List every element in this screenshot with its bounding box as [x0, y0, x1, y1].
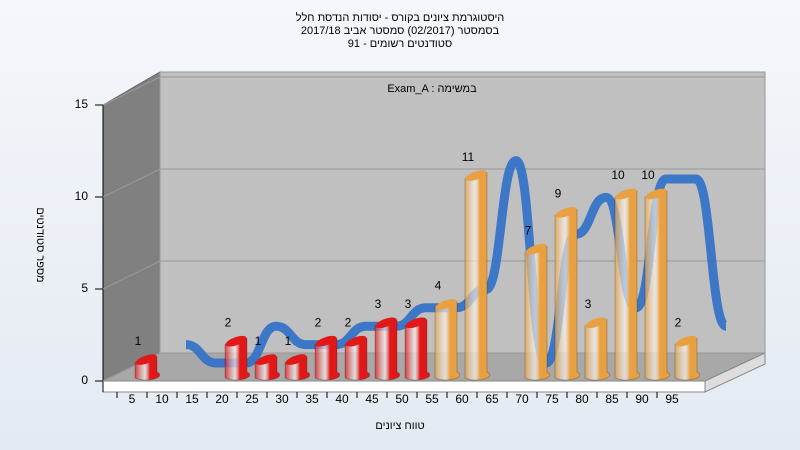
bar-top	[285, 354, 307, 365]
bar-top	[345, 335, 367, 347]
bar-top	[315, 335, 337, 347]
value-label: 3	[405, 297, 412, 311]
value-label: 10	[611, 168, 625, 182]
bar-top	[555, 207, 577, 218]
x-tick-label: 55	[425, 392, 439, 406]
floor-side	[704, 352, 766, 393]
bar-top	[225, 335, 247, 347]
bar	[314, 337, 341, 381]
x-tick-label: 15	[185, 392, 199, 406]
left-wall	[102, 71, 161, 382]
value-label: 11	[462, 150, 475, 164]
y-tick-label: 5	[81, 281, 88, 295]
bar	[374, 319, 401, 381]
x-axis-label: טווח ציונים	[375, 420, 424, 432]
bar	[644, 190, 671, 381]
bar-top	[135, 354, 157, 365]
floor-edge	[102, 380, 706, 393]
value-label: 3	[375, 297, 382, 311]
x-tick-label: 30	[275, 392, 289, 406]
legend-text: Exam_A : במשימה	[387, 83, 477, 95]
value-label: 7	[525, 223, 532, 237]
x-tick-label: 60	[455, 392, 469, 406]
x-tick-label: 5	[129, 392, 136, 406]
bar	[584, 319, 611, 381]
grid-line	[102, 76, 765, 106]
bar-top	[375, 317, 397, 329]
bar-top	[405, 317, 427, 329]
value-label: 4	[435, 279, 442, 293]
bar-top	[465, 170, 487, 181]
value-label: 2	[345, 315, 352, 329]
value-label: 3	[585, 297, 592, 311]
bar	[524, 245, 551, 381]
bar	[674, 337, 701, 381]
x-tick-label: 35	[305, 392, 319, 406]
x-tick-label: 20	[215, 392, 229, 406]
bar	[224, 337, 251, 381]
value-label: 1	[135, 334, 142, 348]
title-line: בסמסטר (02/2017) סמסטר אביב 2017/18	[301, 25, 500, 37]
title-line: היסטוגרמת ציונים בקורס - יסודות הנדסת חל…	[296, 11, 505, 24]
bar-top	[525, 243, 547, 255]
y-axis-label: מספר סטודנטים	[34, 207, 46, 282]
value-label: 1	[285, 334, 292, 348]
bar-top	[645, 188, 667, 200]
grid-line	[102, 168, 765, 198]
x-tick-label: 90	[635, 392, 649, 406]
y-tick-label: 15	[75, 97, 89, 111]
bar-top	[585, 317, 607, 329]
bar-top	[615, 188, 637, 200]
bar-top	[675, 335, 697, 347]
x-tick-label: 45	[365, 392, 379, 406]
x-tick-label: 80	[575, 392, 589, 406]
value-label: 2	[315, 315, 322, 329]
bar	[344, 337, 371, 381]
bar-top	[255, 354, 277, 365]
value-label: 9	[555, 187, 562, 201]
value-label: 10	[641, 168, 655, 182]
bar	[404, 319, 431, 381]
x-tick-label: 50	[395, 392, 409, 406]
x-tick-label: 10	[155, 392, 169, 406]
bar	[614, 190, 641, 381]
value-label: 2	[675, 315, 682, 329]
x-tick-label: 65	[485, 392, 499, 406]
x-tick-label: 40	[335, 392, 349, 406]
x-tick-label: 25	[245, 392, 259, 406]
bar	[554, 208, 581, 381]
x-tick-label: 95	[665, 392, 679, 406]
y-tick-label: 10	[75, 189, 89, 203]
bar-top	[435, 299, 457, 310]
y-tick-label: 0	[81, 373, 88, 387]
value-label: 1	[255, 334, 262, 348]
value-label: 2	[225, 315, 232, 329]
bar	[464, 171, 491, 381]
bar	[434, 300, 461, 381]
x-tick-label: 70	[515, 392, 529, 406]
title-line: סטודנטים רשומים - 91	[348, 38, 452, 50]
x-tick-label: 75	[545, 392, 559, 406]
x-tick-label: 85	[605, 392, 619, 406]
